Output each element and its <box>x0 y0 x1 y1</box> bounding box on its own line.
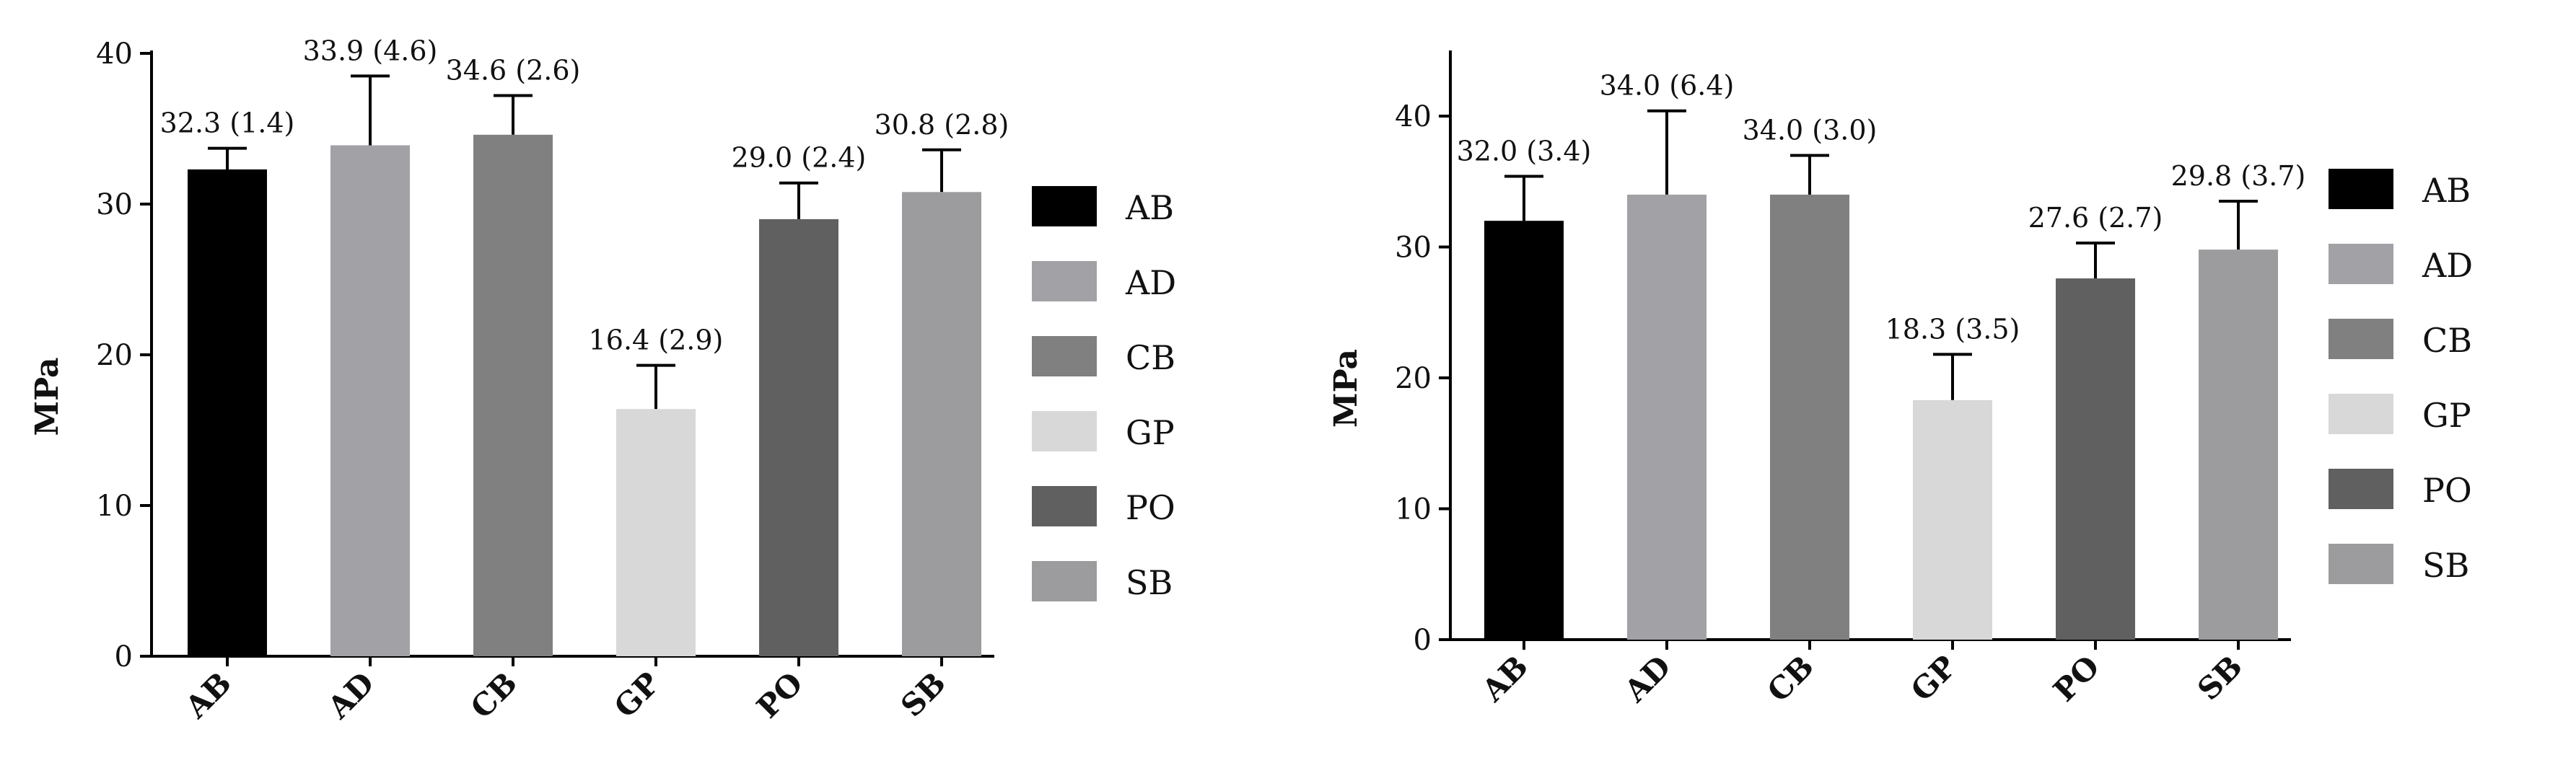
bar-sb <box>2199 250 2278 640</box>
x-tick-label: CB <box>464 665 524 725</box>
legend-label: AB <box>1125 188 1174 227</box>
legend-label: PO <box>2422 471 2472 510</box>
data-label: 32.0 (3.4) <box>1457 135 1592 167</box>
bar-gp <box>1913 400 1992 640</box>
legend: AB AD CB GP PO SB <box>2329 169 2473 585</box>
legend: AB AD CB GP PO SB <box>1032 186 1176 602</box>
legend-label: SB <box>1126 563 1173 602</box>
x-tick-label: GP <box>1904 648 1963 707</box>
data-label: 29.8 (3.7) <box>2171 160 2306 192</box>
chart-panel-2: 0 10 20 30 40 MPa 32.0 (3.4) AB 34.0 (6.4) AD 34.0… <box>1328 50 2473 710</box>
bar-cb <box>473 134 553 657</box>
x-tick-label: CB <box>1761 648 1821 708</box>
legend-swatch-ab <box>2329 169 2393 209</box>
y-tick-label: 10 <box>96 490 133 523</box>
legend-swatch-po <box>2329 469 2393 509</box>
y-tick-label: 40 <box>96 37 133 71</box>
legend-label: SB <box>2422 546 2469 585</box>
legend-label: PO <box>1126 488 1175 527</box>
y-axis-title: MPa <box>1328 349 1364 428</box>
bar-ad <box>330 145 410 657</box>
bar-ad <box>1627 194 1707 640</box>
y-axis-title: MPa <box>29 357 66 436</box>
x-tick-label: SB <box>2191 648 2249 707</box>
bar-sb <box>902 192 981 656</box>
legend-label: CB <box>2422 321 2472 360</box>
y-tick-label: 20 <box>96 339 133 372</box>
data-label: 30.8 (2.8) <box>875 109 1009 141</box>
bar-gp <box>616 409 696 656</box>
x-tick-label: GP <box>608 665 667 724</box>
legend-label: AD <box>2422 246 2473 285</box>
x-tick-label: AD <box>320 665 381 725</box>
y-tick-label: 30 <box>1395 231 1432 265</box>
data-label: 32.3 (1.4) <box>160 107 295 139</box>
data-label: 27.6 (2.7) <box>2028 202 2163 234</box>
legend-label: AD <box>1125 263 1176 302</box>
y-tick-label: 40 <box>1395 100 1432 133</box>
y-tick-label: 30 <box>96 188 133 221</box>
legend-swatch-gp <box>2329 394 2393 434</box>
legend-label: GP <box>1126 413 1175 452</box>
legend-swatch-sb <box>2329 544 2393 584</box>
y-tick-label: 10 <box>1395 493 1432 526</box>
y-tick-label: 0 <box>1414 624 1432 657</box>
legend-label: GP <box>2422 396 2471 435</box>
data-label: 29.0 (2.4) <box>732 142 867 174</box>
data-label: 33.9 (4.6) <box>303 35 438 66</box>
legend-swatch-ab <box>1032 186 1097 226</box>
y-tick-label: 20 <box>1395 362 1432 395</box>
bar-po <box>2056 278 2135 640</box>
legend-swatch-ad <box>1032 261 1097 301</box>
data-label: 34.6 (2.6) <box>446 55 581 87</box>
data-label: 34.0 (3.0) <box>1743 114 1878 146</box>
legend-swatch-sb <box>1032 561 1097 601</box>
legend-swatch-ad <box>2329 244 2393 284</box>
data-label: 18.3 (3.5) <box>1885 313 2020 345</box>
x-tick-label: AB <box>1475 648 1535 709</box>
legend-swatch-po <box>1032 486 1097 526</box>
x-tick-label: AD <box>1617 648 1678 709</box>
legend-swatch-gp <box>1032 411 1097 451</box>
bar-ab <box>188 169 267 656</box>
data-label: 34.0 (6.4) <box>1600 70 1735 102</box>
bar-po <box>759 219 838 656</box>
data-label: 16.4 (2.9) <box>589 325 724 356</box>
chart-panel-1: 0 10 20 30 40 MPa 32.3 (1.4) AB 33.9 (4.6) AD 34.6… <box>29 35 1176 725</box>
x-tick-label: AB <box>178 665 239 725</box>
legend-label: AB <box>2422 171 2471 210</box>
bar-cb <box>1770 194 1849 640</box>
x-tick-label: SB <box>894 665 952 723</box>
legend-swatch-cb <box>1032 336 1097 376</box>
x-tick-label: PO <box>750 665 810 725</box>
legend-label: CB <box>1126 338 1175 377</box>
legend-swatch-cb <box>2329 319 2393 359</box>
y-tick-label: 0 <box>115 640 133 674</box>
x-tick-label: PO <box>2046 648 2106 708</box>
bar-ab <box>1484 221 1564 640</box>
